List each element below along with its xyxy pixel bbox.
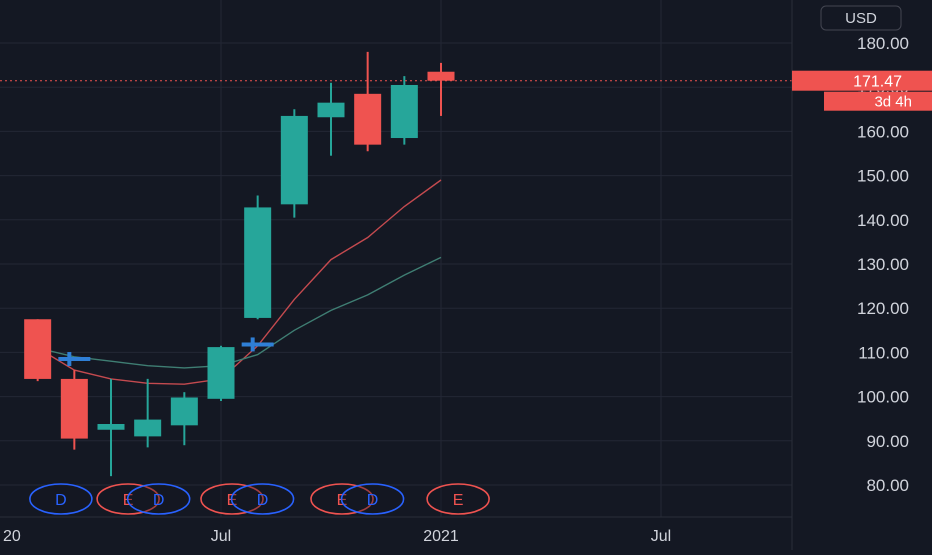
event-marker-label: D [367,492,379,509]
candle-body [60,378,88,439]
candle[interactable] [60,370,88,450]
candle-body [244,207,272,318]
time-tick-label: Jul [211,528,231,545]
candle[interactable] [170,392,198,446]
moving-averages [37,179,442,385]
price-tick-label: 140.00 [857,211,909,230]
candle-body [317,102,345,118]
price-tick-label: 80.00 [866,476,909,495]
dividend-marker[interactable]: D [126,483,191,515]
dividend-marker[interactable]: D [230,483,295,515]
candles[interactable] [24,51,455,477]
candle-body [280,115,308,205]
candle-body [97,424,125,430]
candle[interactable] [390,76,418,145]
candle-body [354,93,382,145]
event-marker-label: D [153,492,165,509]
time-tick-label: 20 [3,528,21,545]
candle[interactable] [280,109,308,218]
price-tick-label: 100.00 [857,388,909,407]
candle[interactable] [207,345,235,402]
last-price-value: 171.47 [853,74,902,91]
price-tick-label: 160.00 [857,122,909,141]
earnings-marker[interactable]: E [426,483,490,515]
time-axis[interactable]: 20 Jul 2021 Jul [3,528,671,545]
moving-average-line-2 [37,256,442,369]
candle[interactable] [354,51,382,152]
split-marker-icon[interactable] [241,337,274,352]
dividend-marker[interactable]: D [29,483,93,515]
candle[interactable] [317,82,345,156]
price-tick-label: 90.00 [866,432,909,451]
price-tick-label: 180.00 [857,34,909,53]
split-marker-icon[interactable] [58,352,91,367]
candle[interactable] [97,378,125,477]
candle-body [134,419,162,437]
candle-body [170,397,198,426]
price-tick-label: 120.00 [857,299,909,318]
currency-label: USD [845,10,877,27]
split-markers[interactable] [58,337,274,367]
dividend-marker[interactable]: D [340,483,405,515]
event-marker-label: D [257,492,269,509]
moving-average-line-1 [37,179,442,385]
time-tick-label: 2021 [423,528,459,545]
candle[interactable] [134,378,162,448]
candle-body [207,347,235,399]
event-marker-label: E [453,492,464,509]
candle[interactable] [427,62,455,116]
event-marker-label: D [55,492,67,509]
countdown-value: 3d 4h [874,94,912,111]
time-tick-label: Jul [651,528,671,545]
price-tick-label: 130.00 [857,255,909,274]
candle-body [427,71,455,81]
candle[interactable] [244,195,272,320]
candle-body [390,84,418,139]
currency-button[interactable]: USD [820,5,902,31]
candle-body [24,319,52,379]
last-price-badge: 171.47 3d 4h [792,70,932,111]
candle[interactable] [24,319,52,382]
price-tick-label: 110.00 [858,343,909,362]
price-tick-label: 150.00 [857,167,909,186]
